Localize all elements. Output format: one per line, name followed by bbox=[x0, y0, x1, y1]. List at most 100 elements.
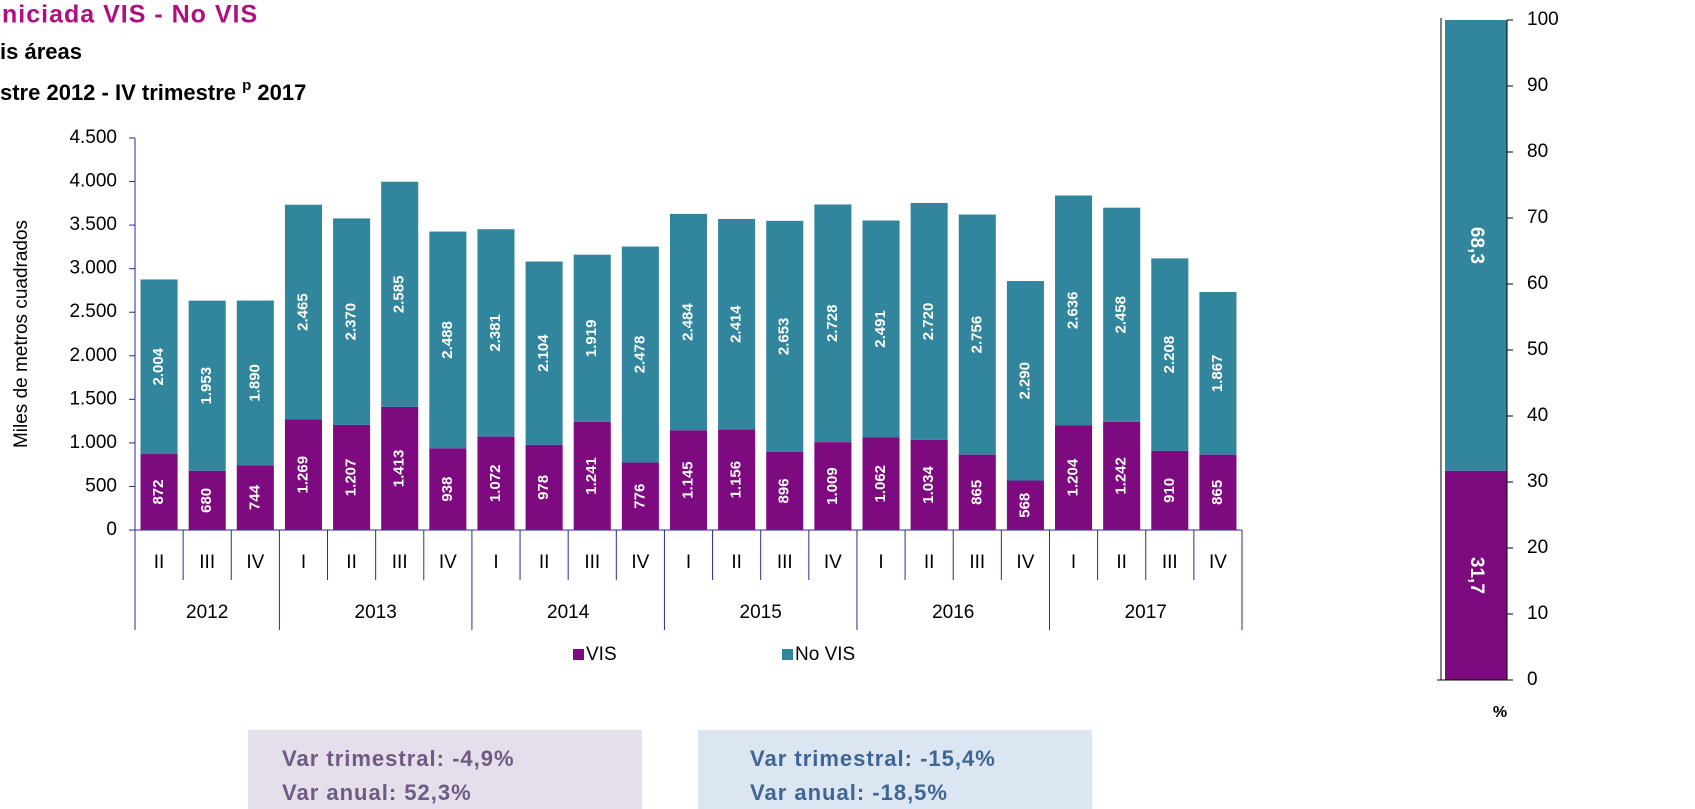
y-tick-label: 500 bbox=[85, 475, 117, 496]
bar-segment bbox=[958, 454, 996, 530]
y-tick-label: 60 bbox=[1527, 273, 1548, 294]
value-label: 744 bbox=[246, 484, 263, 510]
y-axis-title: Miles de metros cuadrados bbox=[11, 220, 32, 448]
group-label: 2012 bbox=[186, 602, 228, 623]
value-label: 1.413 bbox=[391, 450, 408, 488]
x-tick-label: I bbox=[1071, 552, 1076, 573]
bar-segment bbox=[910, 202, 948, 440]
bar-segment bbox=[284, 419, 322, 530]
y-tick-label: 1.500 bbox=[69, 388, 117, 409]
bar-segment bbox=[621, 246, 659, 463]
value-label: 1.204 bbox=[1065, 458, 1082, 496]
value-label: 2.728 bbox=[824, 305, 841, 343]
group-label: 2014 bbox=[547, 602, 590, 623]
value-label: 2.636 bbox=[1065, 292, 1082, 330]
group-label: 2013 bbox=[355, 602, 397, 623]
bar-segment bbox=[814, 204, 852, 443]
note-box bbox=[698, 730, 1092, 809]
value-label: 1.145 bbox=[679, 461, 696, 499]
x-tick-label: IV bbox=[1016, 552, 1034, 573]
group-label: 2016 bbox=[932, 602, 974, 623]
bar-segment bbox=[1006, 281, 1044, 481]
bar-segment bbox=[669, 430, 708, 530]
legend-swatch bbox=[782, 649, 793, 660]
x-tick-label: II bbox=[346, 552, 357, 573]
value-label: 1.034 bbox=[920, 466, 937, 504]
value-label: 2.653 bbox=[776, 318, 793, 356]
note: Var anual: 52,3% bbox=[282, 780, 472, 805]
bar-segment bbox=[236, 300, 274, 466]
x-tick-label: I bbox=[686, 552, 691, 573]
x-tick-label: II bbox=[154, 552, 165, 573]
value-label: 568 bbox=[1016, 493, 1033, 518]
bar-segment bbox=[525, 444, 563, 530]
group-label: 2017 bbox=[1125, 602, 1167, 623]
value-label: 1.207 bbox=[343, 459, 360, 497]
value-label: 2.458 bbox=[1113, 296, 1130, 334]
legend-label: VIS bbox=[586, 644, 617, 665]
note: Var trimestral: -4,9% bbox=[282, 746, 515, 771]
value-label: 896 bbox=[776, 478, 793, 503]
value-label: 2.290 bbox=[1016, 362, 1033, 400]
value-label: 1.953 bbox=[198, 367, 215, 405]
bar-segment bbox=[718, 429, 756, 530]
bar-segment bbox=[140, 454, 178, 530]
bar-segment bbox=[621, 462, 659, 530]
bar-segment bbox=[477, 229, 515, 437]
value-label: 2.465 bbox=[294, 293, 311, 331]
y-tick-label: 2.500 bbox=[69, 301, 117, 322]
value-label: 1.156 bbox=[728, 461, 745, 499]
value-label: 1.062 bbox=[872, 465, 889, 503]
x-tick-label: II bbox=[539, 552, 550, 573]
value-label: 1.072 bbox=[487, 465, 504, 503]
y-tick-label: 3.000 bbox=[69, 258, 117, 279]
subtitle-part: 2017 bbox=[251, 80, 306, 105]
y-tick-label: 30 bbox=[1527, 471, 1548, 492]
value-label: 978 bbox=[535, 475, 552, 500]
bar-segment bbox=[1055, 195, 1093, 426]
subtitle2: stre 2012 - IV trimestre p 2017 bbox=[0, 77, 306, 105]
value-label: 2.004 bbox=[150, 347, 167, 385]
y-tick-label: 80 bbox=[1527, 141, 1548, 162]
y-tick-label: 0 bbox=[1527, 669, 1538, 690]
bar-segment bbox=[1445, 470, 1507, 680]
y-tick-label: 3.500 bbox=[69, 214, 117, 235]
value-label: 68,3 bbox=[1466, 227, 1487, 264]
x-tick-label: III bbox=[392, 552, 408, 573]
x-tick-label: IV bbox=[439, 552, 457, 573]
note: Var trimestral: -15,4% bbox=[750, 746, 996, 771]
bar-segment bbox=[381, 406, 419, 530]
value-label: 2.104 bbox=[535, 334, 552, 372]
value-label: 2.720 bbox=[920, 303, 937, 341]
bar-segment bbox=[910, 439, 948, 530]
x-tick-label: I bbox=[878, 552, 883, 573]
note: Var anual: -18,5% bbox=[750, 780, 948, 805]
value-label: 1.890 bbox=[246, 364, 263, 402]
x-tick-label: III bbox=[199, 552, 215, 573]
bar-segment bbox=[669, 213, 708, 431]
y-tick-label: 10 bbox=[1527, 603, 1548, 624]
bar-segment bbox=[284, 204, 322, 420]
y-tick-label: 4.000 bbox=[69, 171, 117, 192]
note-box bbox=[248, 730, 642, 809]
value-label: 1.269 bbox=[294, 456, 311, 494]
bar-segment bbox=[477, 436, 515, 530]
y-tick-label: 4.500 bbox=[69, 127, 117, 148]
value-label: 2.208 bbox=[1161, 336, 1178, 374]
y-tick-label: 50 bbox=[1527, 339, 1548, 360]
bar-segment bbox=[862, 220, 900, 438]
value-label: 1.242 bbox=[1113, 457, 1130, 495]
value-label: 938 bbox=[439, 477, 456, 502]
title: niciada VIS - No VIS bbox=[2, 1, 258, 29]
value-label: 2.585 bbox=[391, 276, 408, 314]
x-tick-label: III bbox=[969, 552, 985, 573]
value-label: 1.241 bbox=[583, 457, 600, 495]
x-tick-label: I bbox=[493, 552, 498, 573]
value-label: 2.491 bbox=[872, 310, 889, 348]
bar-segment bbox=[333, 218, 371, 425]
y-tick-label: 70 bbox=[1527, 207, 1548, 228]
bar-segment bbox=[862, 437, 900, 530]
y-tick-label: 20 bbox=[1527, 537, 1548, 558]
y-tick-label: 40 bbox=[1527, 405, 1548, 426]
y-tick-label: 1.000 bbox=[69, 432, 117, 453]
